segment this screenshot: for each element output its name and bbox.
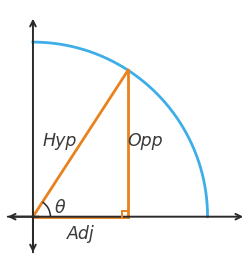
Text: Opp: Opp — [127, 131, 163, 150]
Text: Hyp: Hyp — [43, 132, 77, 150]
Text: Adj: Adj — [66, 225, 94, 243]
Text: θ: θ — [54, 199, 65, 217]
